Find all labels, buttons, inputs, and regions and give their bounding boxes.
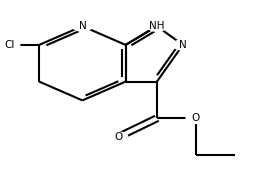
Ellipse shape	[108, 132, 128, 142]
Text: O: O	[114, 132, 122, 142]
Text: Cl: Cl	[5, 40, 15, 50]
Ellipse shape	[73, 21, 92, 31]
Ellipse shape	[186, 113, 205, 123]
Text: N: N	[179, 40, 187, 50]
Text: O: O	[192, 113, 200, 123]
Ellipse shape	[173, 40, 193, 50]
Ellipse shape	[147, 21, 167, 31]
Ellipse shape	[0, 40, 20, 50]
Text: N: N	[79, 21, 86, 31]
Text: NH: NH	[149, 21, 165, 31]
